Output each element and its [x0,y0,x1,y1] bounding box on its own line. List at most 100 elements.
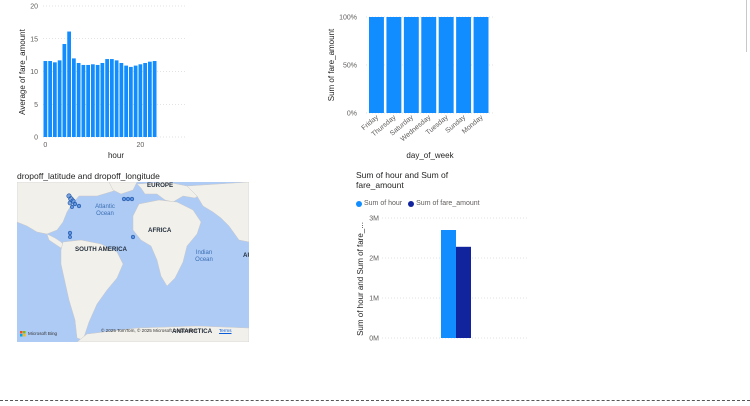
hourly-bar [119,62,124,137]
hourly-x-tick: 20 [136,142,144,149]
hourly-bar [86,64,90,137]
weekday-x-axis-label: day_of_week [406,151,454,160]
map-svg [17,182,249,342]
map-point [70,205,74,209]
hourly-bar [62,43,67,137]
hourly-bar [105,59,109,137]
map-title: dropoff_latitude and dropoff_longitude [17,171,160,181]
sum-chart-legend: Sum of hour Sum of fare_amount [356,200,480,207]
asia-landmass [186,182,249,243]
europe-landmass [136,182,204,203]
map-point [125,196,131,202]
map-copyright: © 2025 TomTom, © 2025 Microsoft Corporat… [101,328,198,333]
hourly-x-tick: 0 [43,142,47,149]
hourly-bar [100,62,105,137]
hourly-bar [133,65,138,137]
weekday-fare-chart[interactable]: 0% 50% 100% Friday Thursday Saturday Wednesda… [322,0,502,165]
hourly-bar [152,61,157,137]
map-data-points [66,193,136,240]
canvas-edge [746,0,750,52]
map-point [67,230,73,236]
weekday-y-tick: 100% [339,15,357,22]
hourly-bar [43,61,48,137]
weekday-y-axis-label: Sum of fare_amount [327,28,336,101]
map-point [130,234,136,240]
map-point [67,200,73,206]
hourly-y-tick: 5 [34,102,38,109]
map-label-south-america: SOUTH AMERICA [75,246,128,253]
sum-hour-fare-chart[interactable]: 0M 1M 2M 3M Sum of hour and Sum of fare_... [350,210,530,345]
hourly-bar [67,31,71,138]
hourly-bar [57,60,62,137]
hourly-y-tick: 15 [30,36,38,43]
weekday-fare-svg: 0%50%100% FridayThursdaySaturdayWednesda… [327,15,494,160]
legend-label-sum-hour: Sum of hour [364,200,403,207]
map-brand: Microsoft Bing [28,331,58,336]
map-label-africa: AFRICA [148,227,172,234]
south-america-landmass [60,239,124,341]
legend-item-sum-fare[interactable]: Sum of fare_amount [408,200,480,207]
sum-hour-bar [441,230,456,338]
legend-swatch-sum-hour [356,200,362,207]
legend-swatch-sum-fare [408,200,415,207]
legend-label-sum-fare: Sum of fare_amount [416,200,480,207]
weekday-y-tick: 50% [343,63,357,70]
weekday-bar [473,17,489,113]
map-point [76,203,82,209]
hourly-fare-chart[interactable]: 0 5 10 15 20 0 20 Average of fare_amount hour [15,0,195,165]
hourly-bar [143,62,147,137]
weekday-bar [369,17,384,113]
hourly-y-tick: 0 [34,135,38,142]
map-terms-link[interactable]: Terms [219,328,232,333]
north-america-landmass [17,182,128,235]
weekday-bar [438,17,454,113]
hourly-bar [138,64,143,137]
hourly-bar [76,62,81,137]
weekday-bar [421,17,437,113]
weekday-bar [386,17,402,113]
hourly-bar [124,65,128,137]
weekday-y-tick: 0% [347,111,357,118]
microsoft-logo [20,331,26,337]
page-boundary [0,400,750,401]
hourly-fare-svg: 0 5 10 15 20 0 20 Average of fare_amount hour [18,4,187,160]
sum-y-tick: 2M [369,256,379,263]
hourly-bar [81,64,86,137]
map-label-atlantic-ocean: Atlantic Ocean [95,204,115,217]
hourly-y-tick: 10 [30,69,38,76]
map-label-au: AU [243,252,249,259]
sum-y-tick: 0M [369,336,379,343]
map-label-antarctica: ANTARCTICA [172,328,213,335]
map-point [129,196,135,202]
map-point [121,196,127,202]
hourly-bar [48,61,52,137]
sum-y-axis-label: Sum of hour and Sum of fare_... [356,222,365,336]
sum-y-tick: 1M [369,296,379,303]
weekday-bar [403,17,419,113]
hourly-bar [53,62,57,137]
hourly-bar [114,60,119,137]
hourly-bar [95,64,100,137]
weekday-bar [456,17,472,113]
sum-fare-bar [456,246,471,338]
greenland-landmass [108,182,138,195]
map-label-indian-ocean: Indian Ocean [195,250,213,263]
hourly-y-tick: 20 [30,4,38,11]
map-label-europe: EUROPE [147,182,174,189]
hourly-y-axis-label: Average of fare_amount [18,28,27,114]
hourly-bar [91,64,95,137]
map-point [72,201,78,207]
sum-chart-title: Sum of hour and Sum of fare_amount [356,170,449,190]
map-point [68,235,72,239]
sum-y-tick: 3M [369,216,379,223]
hourly-bar [72,58,76,137]
africa-landmass [132,199,202,287]
hourly-x-axis-label: hour [108,151,124,160]
hourly-bar [148,61,152,137]
hourly-bar [110,59,114,137]
map-visual[interactable]: EUROPE AFRICA SOUTH AMERICA ANTARCTICA A… [17,182,249,342]
hourly-bar [129,66,133,137]
sum-hour-fare-svg: 0M 1M 2M 3M Sum of hour and Sum of fare_... [356,216,528,343]
antarctica-landmass [76,325,249,342]
legend-item-sum-hour[interactable]: Sum of hour [356,200,402,207]
